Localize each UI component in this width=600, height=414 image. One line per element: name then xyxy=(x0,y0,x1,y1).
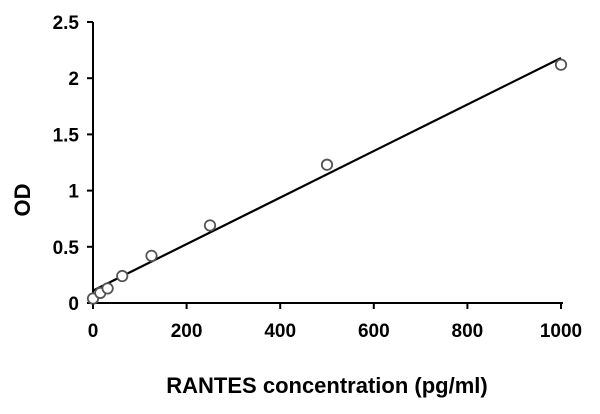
marks xyxy=(86,56,568,305)
x-tick-label: 600 xyxy=(358,321,390,342)
y-tick-label: 0.5 xyxy=(53,238,80,259)
y-tick-label: 2.5 xyxy=(53,13,80,34)
data-point xyxy=(320,158,334,171)
axes xyxy=(87,21,563,309)
data-point xyxy=(101,282,114,295)
y-tick-label: 1.5 xyxy=(53,125,80,146)
x-tick-label: 200 xyxy=(171,321,203,342)
y-tick-label: 1 xyxy=(68,182,79,203)
data-point xyxy=(116,269,129,283)
x-tick-label: 1000 xyxy=(540,321,582,342)
x-tick-label: 800 xyxy=(452,321,484,342)
x-axis-label: RANTES concentration (pg/ml) xyxy=(166,373,487,398)
data-point xyxy=(145,249,158,262)
y-tick-label: 2 xyxy=(68,69,79,90)
y-tick-label: 0 xyxy=(68,294,79,315)
x-tick-label: 400 xyxy=(264,321,296,342)
trendline xyxy=(92,56,562,292)
data-point xyxy=(203,219,217,232)
x-tick-label: 0 xyxy=(88,321,99,342)
tick-labels: 0 0.5 1 1.5 2 2.5 0 200 400 600 800 1000 xyxy=(53,13,583,342)
data-point xyxy=(554,58,568,71)
y-axis-label: OD xyxy=(10,184,35,217)
